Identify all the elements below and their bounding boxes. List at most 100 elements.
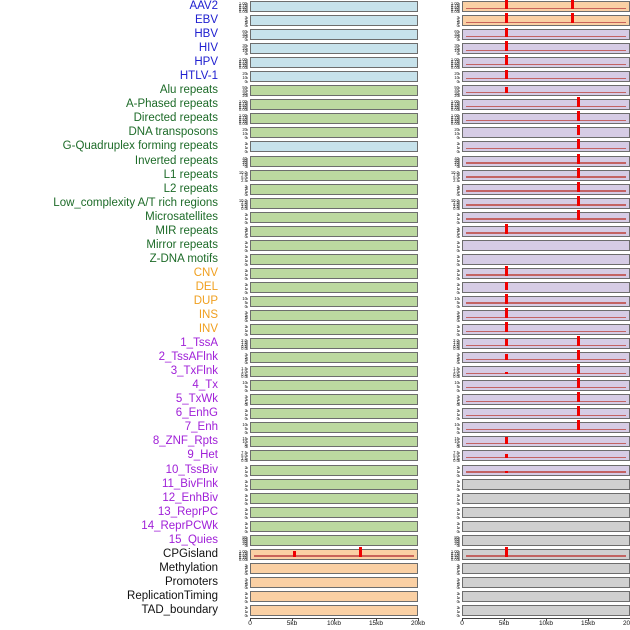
track-row[interactable]: 0.0 2.5 5.0 7.5 10.0 [228,197,418,211]
track-peak[interactable] [504,0,508,10]
track-row[interactable]: 0.0 2.5 5.0 7.5 [228,449,418,463]
track-peak[interactable] [576,209,580,220]
track-plot-area[interactable] [462,253,630,265]
track-plot-area[interactable] [462,464,630,476]
track-plot-area[interactable] [250,197,418,209]
track-row[interactable]: 0123 [440,223,630,239]
track-row[interactable]: 012 [228,590,418,604]
track-plot-area[interactable] [462,70,630,83]
track-plot-area[interactable] [250,281,418,293]
track-peak[interactable] [505,308,509,319]
track-peak[interactable] [576,195,580,206]
track-peak[interactable] [576,420,580,431]
track-row[interactable]: 0123 [228,225,418,239]
track-row[interactable]: 0123 [440,350,630,365]
track-plot-area[interactable] [250,15,418,27]
track-plot-area[interactable] [462,406,630,420]
track-plot-area[interactable] [462,436,630,448]
track-plot-area[interactable] [250,450,418,462]
track-plot-area[interactable] [250,408,418,420]
track-row[interactable]: 0.0 0.5 1.0 1.5 [440,364,630,379]
track-peak[interactable] [505,223,509,234]
track-row[interactable]: 012 [440,492,630,506]
track-plot-area[interactable] [462,85,630,97]
track-row[interactable]: 0.00 0.25 0.50 0.75 1.00 [440,97,630,112]
track-row[interactable]: 051015 [228,435,418,449]
track-peak[interactable] [505,546,509,557]
track-peak[interactable] [505,87,509,94]
track-plot-area[interactable] [462,293,630,307]
track-plot-area[interactable] [250,295,418,307]
track-plot-area[interactable] [462,111,630,125]
track-peak[interactable] [505,55,509,66]
track-row[interactable]: 012 [440,139,630,154]
track-plot-area[interactable] [250,506,418,518]
track-peak[interactable] [576,350,580,361]
track-peak[interactable] [505,437,509,445]
track-row[interactable]: 012 [440,478,630,492]
track-plot-area[interactable] [250,604,418,616]
track-plot-area[interactable] [462,336,630,350]
track-plot-area[interactable] [250,29,418,41]
track-plot-area[interactable] [462,378,630,392]
track-row[interactable]: 0510 [228,295,418,309]
track-row[interactable]: 0123 [228,393,418,407]
track-peak[interactable] [576,406,580,417]
track-plot-area[interactable] [462,223,630,237]
track-plot-area[interactable] [462,97,630,111]
track-row[interactable]: 0.00 0.25 0.50 0.75 1.00 [228,98,418,112]
track-row[interactable]: 0510 [228,379,418,393]
track-plot-area[interactable] [250,492,418,504]
track-plot-area[interactable] [462,167,630,181]
track-plot-area[interactable] [462,27,630,41]
track-peak[interactable] [505,354,509,361]
track-plot-area[interactable] [250,85,418,97]
track-row[interactable]: 0123 [440,13,630,28]
track-row[interactable]: 0123 [228,576,418,590]
track-row[interactable]: 012 [228,140,418,154]
track-plot-area[interactable] [462,604,630,616]
track-row[interactable]: 012 [228,478,418,492]
track-plot-area[interactable] [462,506,630,518]
track-plot-area[interactable] [250,57,418,69]
track-row[interactable]: 2.5 5.0 7.5 10.0 [228,169,418,183]
track-row[interactable]: 0.00 0.25 0.50 0.75 1.00 [228,0,418,14]
track-peak[interactable] [576,97,580,108]
track-plot-area[interactable] [250,546,418,560]
track-row[interactable]: 012 [440,604,630,618]
track-row[interactable]: 0123 [228,183,418,197]
track-peak[interactable] [505,265,509,276]
track-plot-area[interactable] [462,0,630,13]
track-plot-area[interactable] [462,520,630,532]
track-row[interactable]: 0123 [440,576,630,590]
track-plot-area[interactable] [250,590,418,602]
track-row[interactable]: 012 [228,211,418,225]
track-plot-area[interactable] [462,139,630,153]
track-peak[interactable] [576,364,580,375]
track-plot-area[interactable] [250,239,418,251]
track-plot-area[interactable] [250,576,418,588]
track-plot-area[interactable] [250,211,418,223]
track-plot-area[interactable] [462,492,630,504]
track-row[interactable]: 0.00 0.25 0.50 0.75 1.00 [440,111,630,126]
track-plot-area[interactable] [462,350,630,364]
track-row[interactable]: 0.0 2.5 5.0 7.5 [440,449,630,463]
track-plot-area[interactable] [462,239,630,251]
track-plot-area[interactable] [250,267,418,279]
track-peak[interactable] [505,322,509,333]
track-plot-area[interactable] [250,562,418,574]
track-row[interactable]: 012 [440,590,630,604]
track-row[interactable]: 0.00 0.25 0.50 0.75 1.00 [228,56,418,70]
track-row[interactable]: 20 30 40 50 [440,84,630,98]
track-row[interactable]: 012 [228,520,418,534]
track-plot-area[interactable] [462,13,630,27]
track-plot-area[interactable] [250,436,418,448]
track-plot-area[interactable] [250,99,418,111]
track-peak[interactable] [576,167,580,178]
track-row[interactable]: 012 [228,506,418,520]
track-plot-area[interactable] [250,225,418,237]
